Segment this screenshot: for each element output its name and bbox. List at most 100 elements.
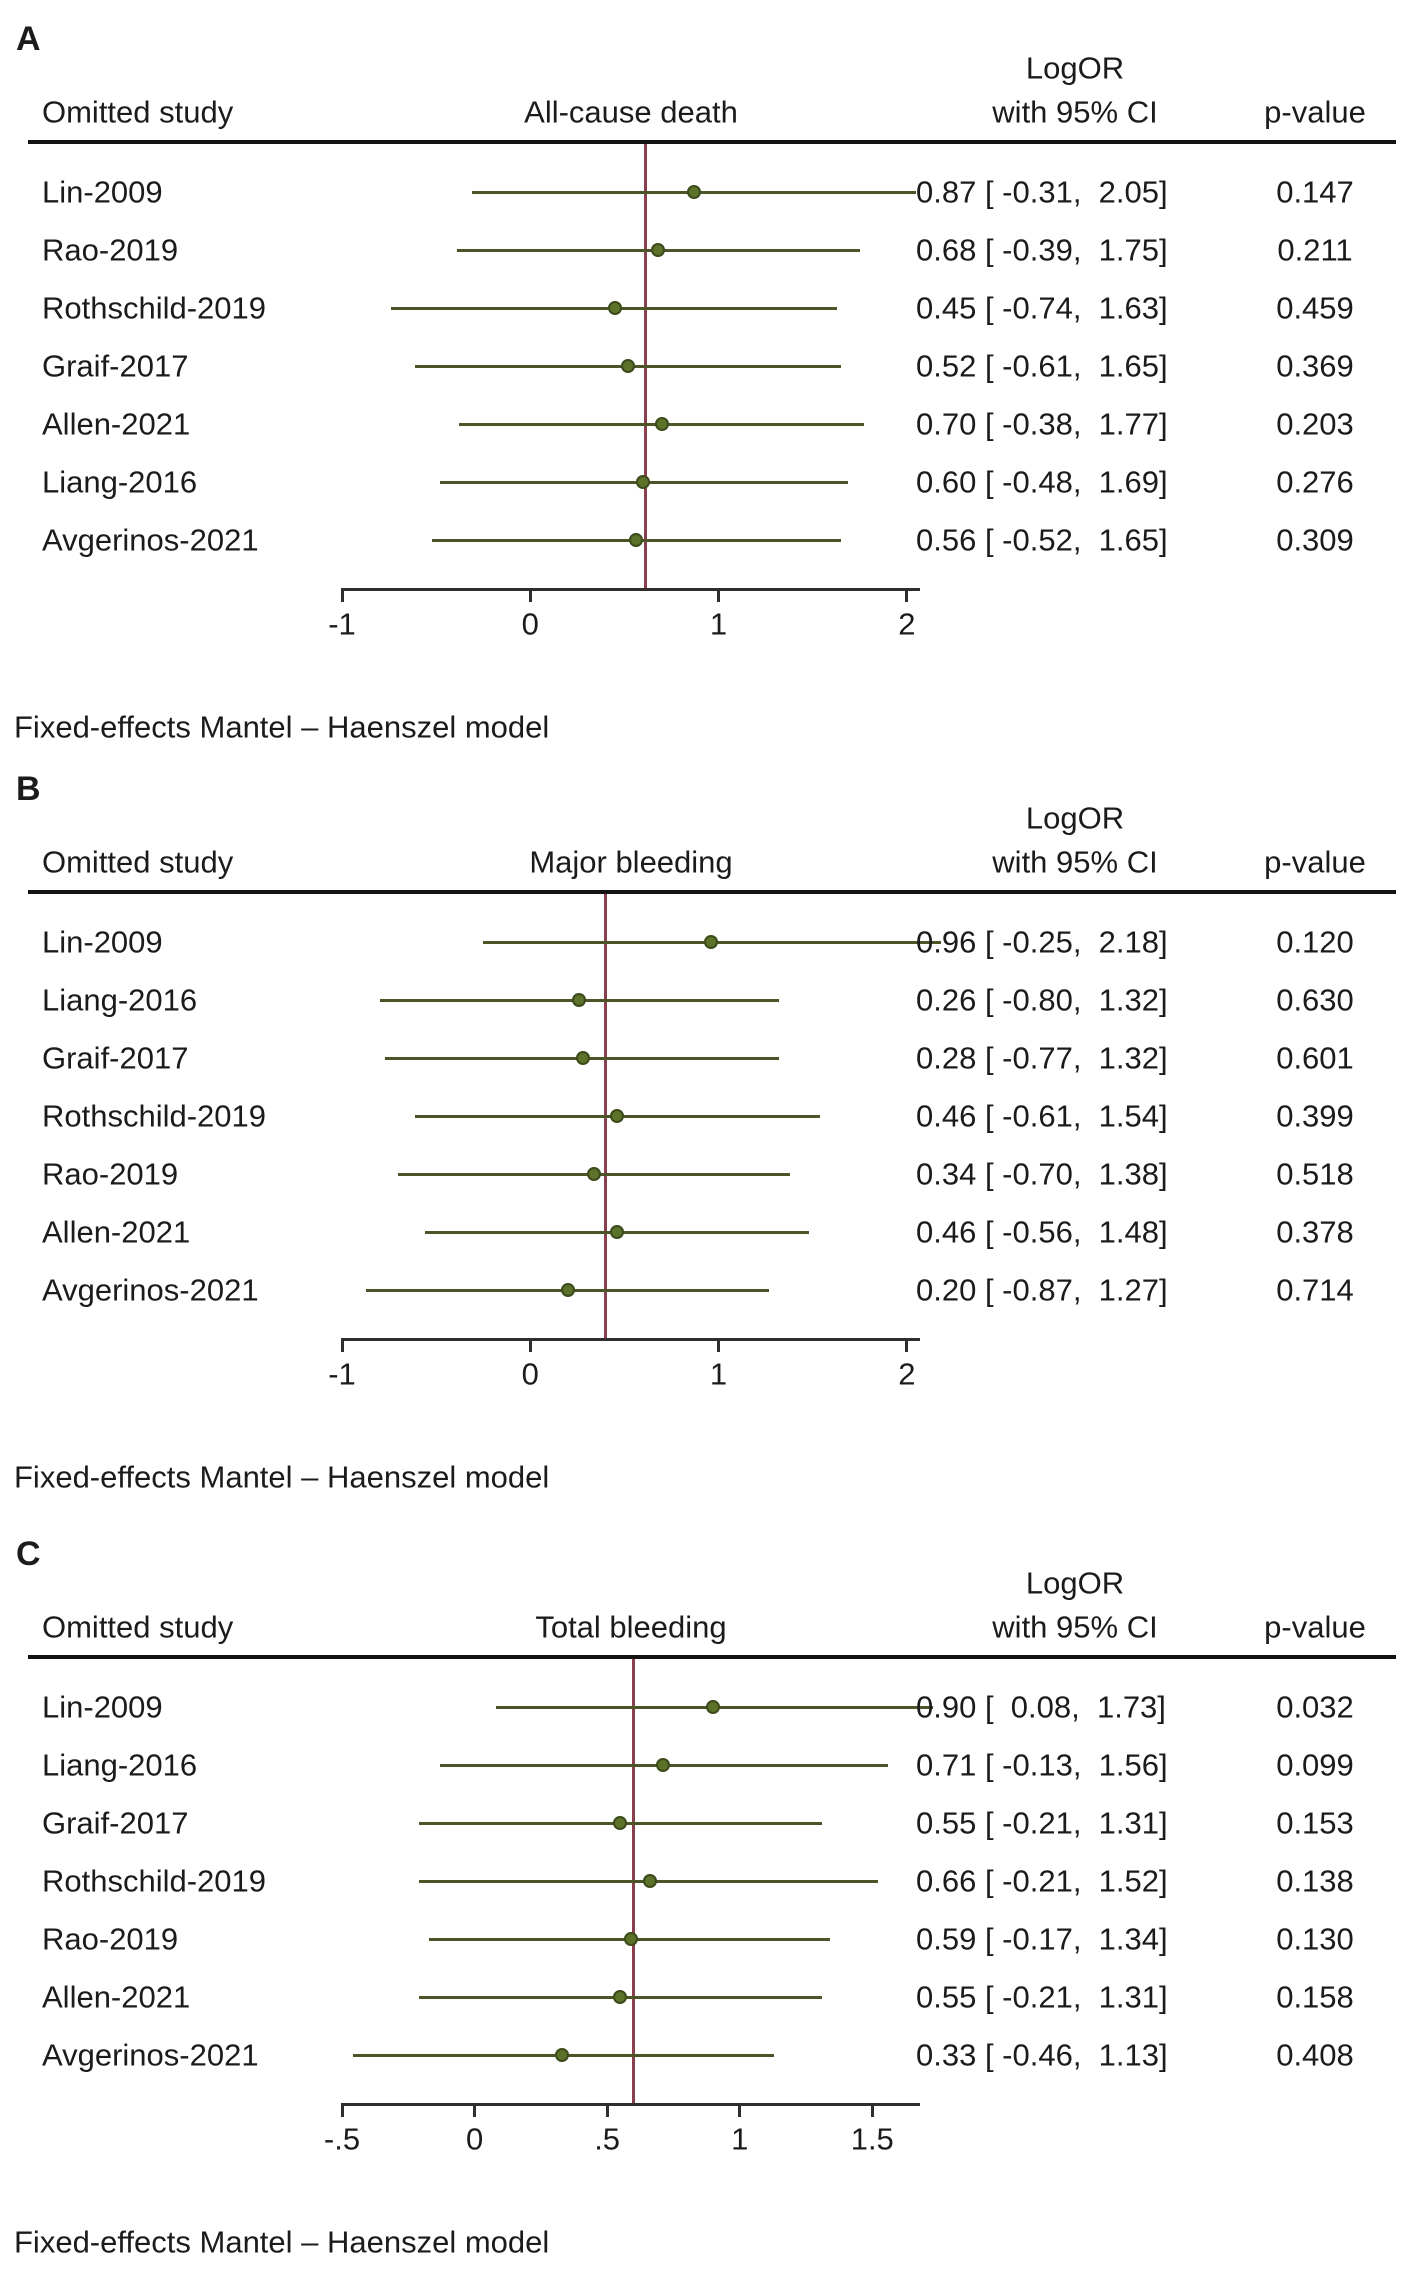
panel-letter: A <box>16 20 41 58</box>
estimate-ci-text: 0.46 [ -0.56, 1.48] <box>916 1214 1168 1250</box>
column-header-logor: LogOR <box>1025 800 1125 836</box>
study-label: Avgerinos-2021 <box>42 2037 259 2073</box>
estimate-ci-text: 0.55 [ -0.21, 1.31] <box>916 1805 1168 1841</box>
p-value-text: 0.211 <box>1277 232 1353 268</box>
x-axis-line <box>342 588 920 591</box>
x-axis-tick-label: -1 <box>328 1356 356 1392</box>
column-header-ci: with 95% CI <box>992 844 1158 880</box>
study-label: Liang-2016 <box>42 464 198 500</box>
p-value-text: 0.399 <box>1276 1098 1354 1134</box>
estimate-ci-text: 0.90 [ 0.08, 1.73] <box>916 1689 1166 1725</box>
x-axis-tick <box>905 588 909 602</box>
column-header-pvalue: p-value <box>1264 1609 1366 1645</box>
x-axis-tick-label: -1 <box>328 606 356 642</box>
point-estimate-marker <box>587 1167 602 1181</box>
column-header-pvalue: p-value <box>1264 94 1366 130</box>
point-estimate-marker <box>621 359 636 373</box>
study-label: Avgerinos-2021 <box>42 522 259 558</box>
model-note: Fixed-effects Mantel – Haenszel model <box>14 1459 550 1495</box>
x-axis-tick-label: 1 <box>731 2121 749 2157</box>
column-header-omitted-study: Omitted study <box>42 1609 234 1645</box>
point-estimate-marker <box>575 1051 590 1065</box>
point-estimate-marker <box>655 417 670 431</box>
point-estimate-marker <box>706 1700 721 1714</box>
p-value-text: 0.459 <box>1276 290 1354 326</box>
panel-major-bleeding: B Omitted study Major bleeding LogOR wit… <box>0 750 1417 1508</box>
estimate-ci-text: 0.60 [ -0.48, 1.69] <box>916 464 1168 500</box>
column-header-omitted-study: Omitted study <box>42 94 234 130</box>
model-note: Fixed-effects Mantel – Haenszel model <box>14 709 550 745</box>
estimate-ci-text: 0.55 [ -0.21, 1.31] <box>916 1979 1168 2015</box>
study-label: Graif-2017 <box>42 348 189 384</box>
estimate-ci-text: 0.28 [ -0.77, 1.32] <box>916 1040 1168 1076</box>
p-value-text: 0.203 <box>1276 406 1354 442</box>
x-axis-tick-label: 1 <box>709 606 728 642</box>
forest-plot-area: Lin-2009 0.96 [ -0.25, 2.18] 0.120 Liang-20… <box>0 750 1417 1508</box>
estimate-ci-text: 0.20 [ -0.87, 1.27] <box>916 1272 1168 1308</box>
p-value-text: 0.369 <box>1276 348 1354 384</box>
x-axis-tick <box>738 2103 742 2117</box>
x-axis-tick <box>340 588 344 602</box>
point-estimate-marker <box>687 185 702 199</box>
p-value-text: 0.518 <box>1276 1156 1354 1192</box>
p-value-text: 0.153 <box>1276 1805 1354 1841</box>
p-value-text: 0.032 <box>1276 1689 1354 1725</box>
x-axis-line <box>342 1338 920 1341</box>
panel-all-cause-death: A Omitted study All-cause death LogOR wi… <box>0 0 1417 758</box>
estimate-ci-text: 0.52 [ -0.61, 1.65] <box>916 348 1168 384</box>
header-rule <box>28 890 1396 894</box>
point-estimate-marker <box>609 1109 624 1123</box>
header-rule <box>28 140 1396 144</box>
column-header-ci: with 95% CI <box>992 1609 1158 1645</box>
x-axis-tick-label: 0 <box>521 606 539 642</box>
p-value-text: 0.147 <box>1276 174 1354 210</box>
point-estimate-marker <box>555 2048 570 2062</box>
panel-letter: C <box>16 1535 41 1573</box>
study-label: Allen-2021 <box>42 1214 191 1250</box>
column-header-outcome: Major bleeding <box>529 844 733 880</box>
column-header-pvalue: p-value <box>1264 844 1366 880</box>
point-estimate-marker <box>624 1932 638 1946</box>
point-estimate-marker <box>704 935 719 949</box>
study-label: Allen-2021 <box>42 1979 191 2015</box>
study-label: Rothschild-2019 <box>42 290 267 326</box>
study-label: Rao-2019 <box>42 232 179 268</box>
model-note: Fixed-effects Mantel – Haenszel model <box>14 2224 550 2260</box>
x-axis-tick-label: .5 <box>594 2121 621 2157</box>
study-label: Rothschild-2019 <box>42 1098 267 1134</box>
p-value-text: 0.130 <box>1276 1921 1354 1957</box>
p-value-text: 0.138 <box>1276 1863 1354 1899</box>
estimate-ci-text: 0.59 [ -0.17, 1.34] <box>916 1921 1168 1957</box>
estimate-ci-text: 0.96 [ -0.25, 2.18] <box>916 924 1168 960</box>
forest-plot-area: Lin-2009 0.90 [ 0.08, 1.73] 0.032 Liang-201… <box>0 1515 1417 2273</box>
x-axis-tick <box>473 2103 477 2117</box>
x-axis-tick <box>870 2103 874 2117</box>
x-axis-tick <box>717 588 721 602</box>
study-label: Liang-2016 <box>42 1747 198 1783</box>
x-axis-tick <box>340 1338 344 1352</box>
estimate-ci-text: 0.87 [ -0.31, 2.05] <box>916 174 1168 210</box>
estimate-ci-text: 0.71 [ -0.13, 1.56] <box>916 1747 1168 1783</box>
study-label: Avgerinos-2021 <box>42 1272 259 1308</box>
x-axis-tick <box>528 1338 532 1352</box>
column-header-logor: LogOR <box>1025 1565 1125 1601</box>
estimate-ci-text: 0.33 [ -0.46, 1.13] <box>916 2037 1168 2073</box>
point-estimate-marker <box>636 475 651 489</box>
estimate-ci-text: 0.26 [ -0.80, 1.32] <box>916 982 1168 1018</box>
study-label: Liang-2016 <box>42 982 198 1018</box>
x-axis-tick-label: 0 <box>465 2121 484 2157</box>
panel-letter: B <box>16 770 41 808</box>
x-axis-tick-label: 2 <box>898 1356 916 1392</box>
estimate-ci-text: 0.66 [ -0.21, 1.52] <box>916 1863 1168 1899</box>
p-value-text: 0.378 <box>1276 1214 1354 1250</box>
study-label: Rao-2019 <box>42 1156 179 1192</box>
point-estimate-marker <box>655 1758 670 1772</box>
study-label: Graif-2017 <box>42 1805 189 1841</box>
point-estimate-marker <box>642 1874 657 1888</box>
x-axis-tick-label: 0 <box>521 1356 539 1392</box>
x-axis-tick-label: 2 <box>898 606 916 642</box>
x-axis-tick <box>717 1338 721 1352</box>
estimate-ci-text: 0.68 [ -0.39, 1.75] <box>916 232 1168 268</box>
column-header-omitted-study: Omitted study <box>42 844 234 880</box>
p-value-text: 0.601 <box>1276 1040 1354 1076</box>
